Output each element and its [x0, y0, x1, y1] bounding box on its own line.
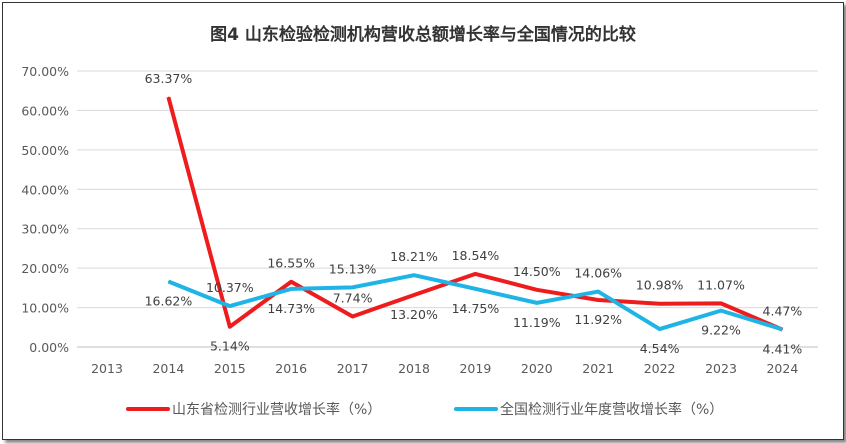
data-label: 14.75% — [452, 301, 500, 316]
data-label: 7.74% — [333, 290, 373, 305]
data-label: 5.14% — [210, 339, 250, 354]
x-tick-label: 2021 — [582, 361, 614, 376]
x-tick-label: 2019 — [459, 361, 491, 376]
legend-label: 全国检测行业年度营收增长率（%） — [500, 401, 723, 418]
data-label: 10.37% — [206, 280, 254, 295]
data-point — [290, 281, 292, 283]
data-label: 18.54% — [452, 248, 500, 263]
data-label: 14.50% — [513, 264, 561, 279]
x-tick-label: 2018 — [398, 361, 430, 376]
y-tick-label: 0.00% — [29, 340, 69, 355]
data-label: 9.22% — [701, 323, 741, 338]
legend-label: 山东省检测行业营收增长率（%） — [172, 401, 381, 418]
series-line-0 — [166, 96, 784, 332]
y-tick-label: 60.00% — [21, 103, 69, 118]
x-tick-label: 2014 — [152, 361, 184, 376]
data-point — [536, 302, 538, 304]
x-tick-label: 2022 — [644, 361, 676, 376]
data-point — [720, 302, 722, 304]
x-tick-label: 2024 — [766, 361, 798, 376]
data-label: 11.07% — [697, 277, 745, 292]
data-point — [413, 274, 415, 276]
x-tick-label: 2016 — [275, 361, 307, 376]
data-point — [720, 310, 722, 312]
y-tick-label: 20.00% — [21, 261, 69, 276]
data-point — [352, 315, 354, 317]
y-tick-label: 70.00% — [21, 64, 69, 79]
data-point — [597, 291, 599, 293]
data-label: 63.37% — [145, 71, 193, 86]
data-point — [229, 305, 231, 307]
data-label: 4.47% — [763, 303, 803, 318]
data-point — [536, 289, 538, 291]
data-label: 16.62% — [145, 293, 193, 308]
chart-title: 图4 山东检验检测机构营收总额增长率与全国情况的比较 — [210, 24, 636, 45]
x-tick-label: 2023 — [705, 361, 737, 376]
data-label: 14.06% — [574, 266, 622, 281]
data-point — [659, 303, 661, 305]
data-label: 14.73% — [267, 301, 315, 316]
data-label: 11.19% — [513, 315, 561, 330]
data-label: 4.41% — [763, 342, 803, 357]
x-tick-label: 2013 — [91, 361, 123, 376]
y-tick-label: 40.00% — [21, 182, 69, 197]
data-point — [167, 280, 169, 282]
data-label: 15.13% — [329, 261, 377, 276]
x-tick-label: 2017 — [337, 361, 369, 376]
data-label: 13.20% — [390, 307, 438, 322]
data-point — [781, 328, 783, 330]
data-point — [229, 326, 231, 328]
line-chart: 图4 山东检验检测机构营收总额增长率与全国情况的比较 0.00% 10.00% 20… — [21, 24, 818, 418]
data-point — [474, 288, 476, 290]
data-point — [597, 299, 599, 301]
data-label: 4.54% — [640, 341, 680, 356]
data-label: 11.92% — [574, 312, 622, 327]
y-tick-label: 30.00% — [21, 222, 69, 237]
data-point — [352, 286, 354, 288]
y-tick-label: 10.00% — [21, 301, 69, 316]
data-label: 10.98% — [636, 278, 684, 293]
data-point — [413, 294, 415, 296]
data-label: 16.55% — [267, 256, 315, 271]
data-point — [474, 273, 476, 275]
x-tick-label: 2020 — [521, 361, 553, 376]
data-point — [167, 96, 169, 98]
data-label: 18.21% — [390, 249, 438, 264]
y-tick-label: 50.00% — [21, 143, 69, 158]
data-point — [290, 288, 292, 290]
x-tick-label: 2015 — [214, 361, 246, 376]
data-point — [659, 328, 661, 330]
